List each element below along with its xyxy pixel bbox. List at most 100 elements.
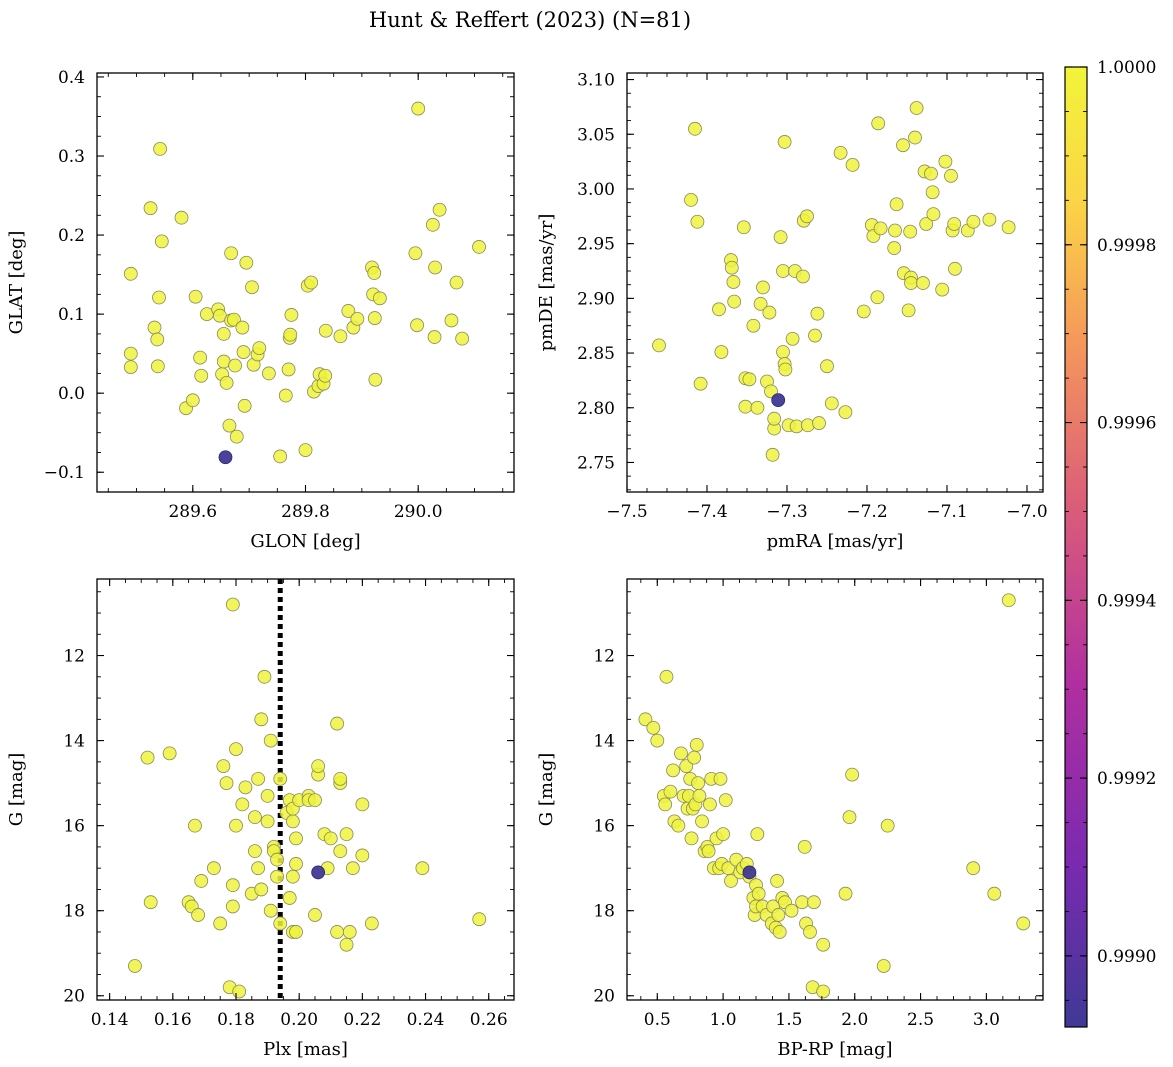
data-point	[229, 818, 243, 833]
data-point	[966, 214, 981, 229]
y-tick-label: 0.3	[58, 147, 85, 167]
data-point	[283, 327, 298, 342]
x-tick-label: 2.0	[841, 1010, 868, 1030]
data-point	[143, 201, 158, 216]
x-tick-label: 2.5	[907, 1010, 934, 1030]
data-point	[691, 776, 705, 791]
x-tick-label: −7.1	[926, 502, 967, 522]
panels: 289.6 289.8 290.0 −0.1 0.0 0.1 0.2 0.3 0.4 GLON […	[6, 68, 1048, 1060]
data-point	[194, 874, 209, 888]
data-point	[679, 759, 694, 774]
data-point	[304, 275, 319, 290]
data-point	[128, 959, 142, 973]
data-point	[364, 916, 379, 931]
data-point	[318, 368, 333, 383]
data-point	[472, 240, 486, 254]
data-point	[191, 908, 205, 922]
x-tick-label: 0.24	[407, 1010, 445, 1030]
axes-frame	[96, 578, 515, 1001]
data-point	[147, 320, 162, 335]
x-tick-label: 0.20	[280, 1010, 318, 1030]
y-tick-label: −0.1	[44, 463, 85, 483]
data-point	[339, 827, 354, 842]
data-point	[162, 746, 177, 761]
data-point	[919, 217, 934, 231]
data-point	[714, 345, 729, 359]
data-point	[432, 202, 447, 217]
data-point	[833, 145, 848, 160]
data-point	[824, 396, 839, 411]
data-point	[638, 712, 653, 727]
data-point	[411, 101, 426, 116]
data-point	[916, 276, 930, 290]
data-point	[330, 716, 344, 731]
data-point	[903, 224, 918, 239]
data-point	[285, 869, 300, 884]
data-point	[345, 861, 360, 876]
data-point	[908, 130, 922, 145]
panel-plx-g: 0.14 0.16 0.18 0.20 0.22 0.24 0.26 12 14 16 18 20 Pl…	[6, 578, 515, 1060]
data-point	[797, 840, 812, 854]
data-point	[193, 350, 208, 365]
y-tick-label: 14	[593, 732, 615, 752]
data-point	[695, 814, 709, 829]
data-point	[663, 784, 678, 799]
data-point	[368, 372, 383, 387]
data-point	[812, 416, 826, 430]
data-point	[225, 878, 240, 893]
data-point-low	[218, 450, 233, 465]
data-point	[216, 326, 231, 341]
x-tick-label: 1.5	[775, 1010, 802, 1030]
data-point	[666, 763, 680, 778]
axes-frame	[626, 578, 1044, 1001]
x-tick-label: −7.0	[1006, 502, 1047, 522]
data-point	[185, 393, 200, 408]
data-point	[174, 210, 189, 225]
data-point	[428, 260, 443, 275]
data-point	[925, 185, 940, 200]
data-point	[341, 304, 356, 318]
data-point	[876, 959, 891, 973]
data-point	[261, 366, 276, 381]
y-axis-label: pmDE [mas/yr]	[536, 214, 557, 352]
axes-frame	[626, 72, 1044, 493]
data-point	[355, 797, 370, 812]
data-point	[150, 332, 165, 347]
data-point	[692, 788, 707, 803]
y-tick-label: 3.05	[577, 125, 615, 145]
data-point	[772, 925, 787, 939]
data-point	[1001, 220, 1016, 235]
x-tick-label: 0.16	[154, 1010, 192, 1030]
data-point	[701, 844, 716, 859]
data-point	[803, 925, 817, 939]
data-point	[140, 750, 155, 765]
data-point	[229, 742, 243, 757]
data-point	[225, 899, 240, 914]
data-point	[254, 712, 269, 727]
data-point	[652, 338, 666, 353]
data-point	[227, 312, 241, 327]
data-point	[415, 861, 430, 876]
data-point	[904, 276, 918, 290]
data-point	[333, 844, 348, 859]
data-point	[713, 771, 728, 786]
data-point	[948, 261, 962, 276]
data-point	[659, 669, 674, 684]
data-point	[472, 912, 487, 927]
data-point	[820, 359, 834, 374]
data-point	[225, 597, 240, 612]
data-point	[842, 810, 857, 825]
data-point	[746, 318, 761, 333]
data-point	[966, 861, 981, 876]
data-point	[153, 141, 168, 156]
data-point	[281, 362, 296, 377]
y-tick-label: 12	[63, 647, 85, 667]
data-point	[810, 306, 825, 321]
colorbar-tick-label: 0.9998	[1097, 236, 1156, 256]
x-tick-label: 3.0	[973, 1010, 1000, 1030]
data-point	[123, 360, 138, 374]
data-point-low	[771, 393, 786, 408]
data-point	[245, 280, 259, 295]
data-point	[688, 121, 702, 136]
